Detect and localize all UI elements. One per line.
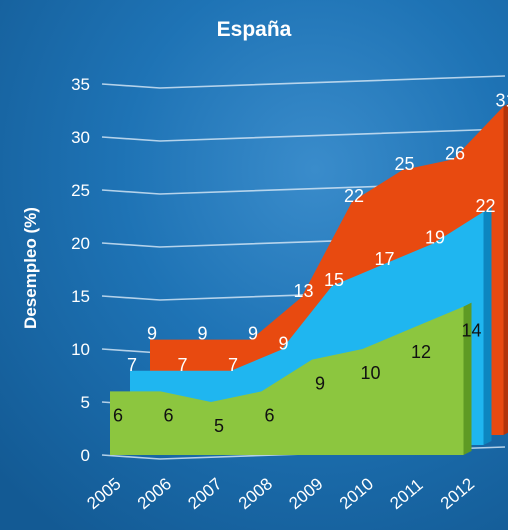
data-label: 9	[197, 324, 207, 344]
y-tick-label: 10	[71, 340, 90, 359]
y-tick-label: 0	[81, 446, 90, 465]
data-label: 6	[163, 405, 173, 425]
data-labels: 665691012147779151719229991322252631	[113, 90, 508, 436]
data-label: 5	[214, 416, 224, 436]
x-tick-label: 2012	[437, 474, 478, 513]
x-tick-label: 2011	[386, 475, 426, 513]
data-label: 15	[324, 270, 344, 290]
y-tick-label: 30	[71, 128, 90, 147]
data-label: 12	[411, 342, 431, 362]
front-series-area	[110, 306, 464, 455]
x-tick-label: 2008	[235, 474, 276, 513]
data-label: 19	[425, 228, 445, 248]
x-tick-label: 2010	[336, 474, 377, 513]
y-tick-label: 35	[71, 75, 90, 94]
data-label: 22	[475, 196, 495, 216]
x-tick-label: 2005	[83, 474, 124, 513]
data-label: 9	[315, 374, 325, 394]
data-label: 31	[495, 90, 508, 110]
y-ticks: 0 5 10 15 20 25 30 35	[71, 75, 90, 465]
data-label: 26	[445, 143, 465, 163]
gridline	[101, 128, 506, 142]
data-label: 6	[264, 405, 274, 425]
y-tick-label: 20	[71, 234, 90, 253]
x-tick-label: 2007	[184, 474, 225, 513]
data-label: 9	[278, 334, 288, 354]
y-tick-label: 25	[71, 181, 90, 200]
chart-title: España	[216, 18, 292, 41]
data-label: 7	[177, 355, 187, 375]
data-label: 7	[127, 355, 137, 375]
front-series-area-side	[463, 302, 472, 455]
data-label: 9	[248, 324, 258, 344]
data-label: 22	[344, 186, 364, 206]
x-tick-label: 2009	[285, 474, 326, 513]
data-label: 6	[113, 405, 123, 425]
data-label: 25	[394, 154, 414, 174]
x-ticks: 2005 2006 2007 2008 2009 2010 2011 2012	[83, 474, 478, 513]
series-layer	[110, 104, 508, 455]
middle-series-area-side	[483, 207, 492, 445]
data-label: 17	[374, 249, 394, 269]
y-tick-label: 5	[81, 393, 90, 412]
back-series-area-side	[503, 104, 508, 435]
data-label: 10	[360, 363, 380, 383]
x-tick-label: 2006	[134, 474, 175, 513]
data-label: 14	[461, 321, 481, 341]
data-label: 9	[147, 324, 157, 344]
data-label: 13	[293, 281, 313, 301]
data-label: 7	[228, 355, 238, 375]
y-tick-label: 15	[71, 287, 90, 306]
gridline	[101, 75, 506, 89]
